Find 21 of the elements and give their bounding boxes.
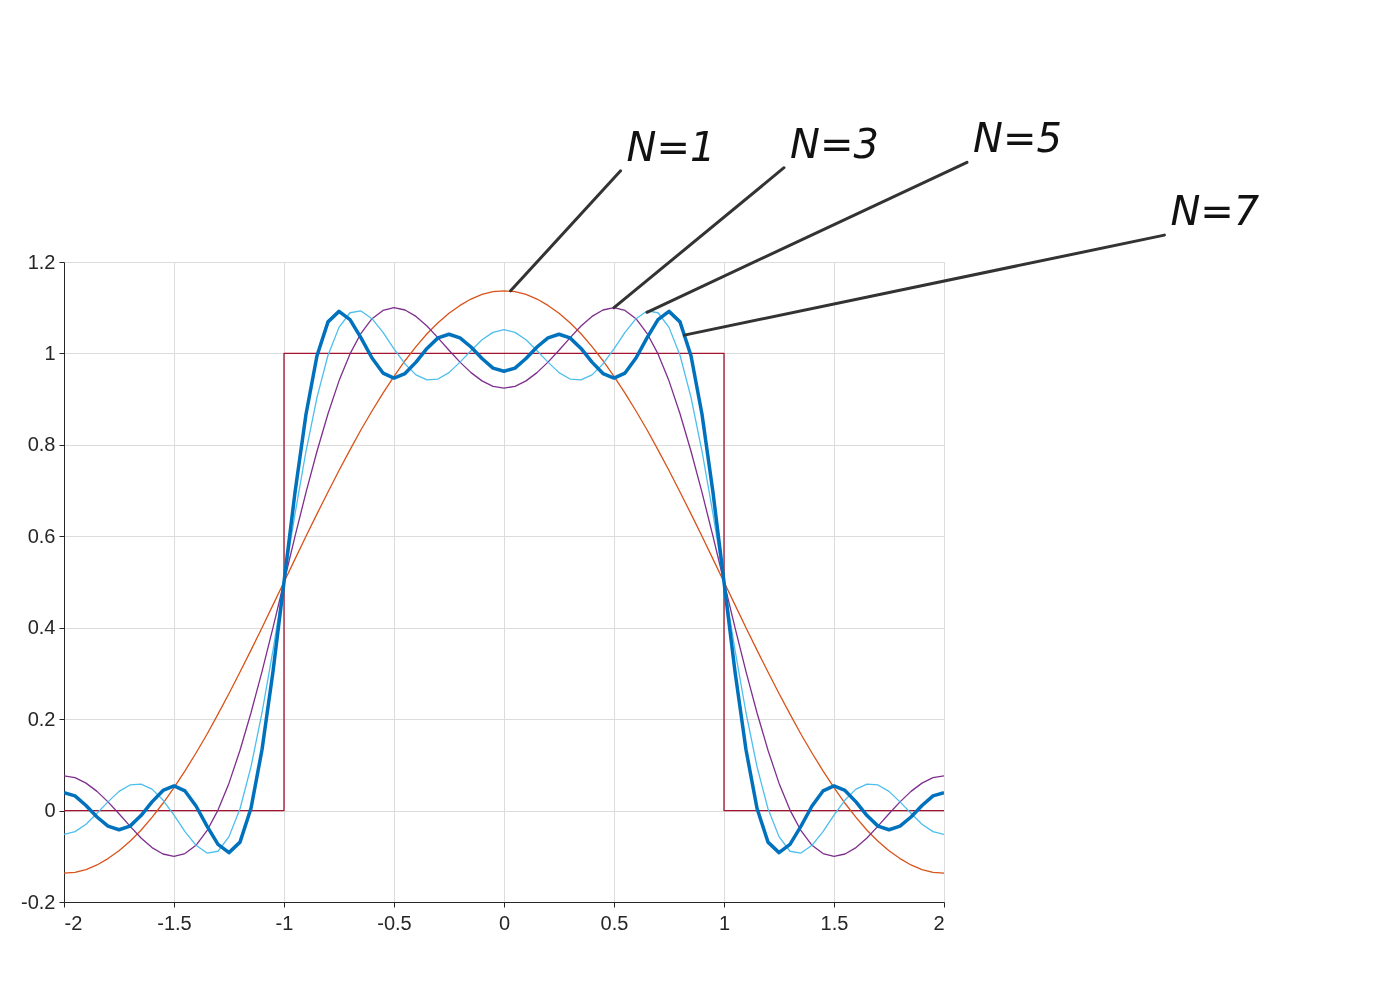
x-tick-label: 1.5 [820,911,849,934]
x-tick-label: -0.5 [377,911,412,934]
x-tick-label: 0 [498,911,511,934]
x-tick-label: 0.5 [600,911,629,934]
annotation: N=7 [1170,188,1260,235]
x-tick-label: -1 [275,911,294,934]
x-tick-label: -2 [64,911,83,934]
y-tick-label: 0 [44,799,56,822]
y-tick-label: -0.2 [21,890,56,913]
annotation: N=5 [973,115,1062,162]
annotation: N=3 [790,120,879,167]
y-tick-label: 1.2 [27,250,56,273]
y-tick-label: 0.2 [27,707,56,730]
x-tick-label: -1.5 [157,911,192,934]
x-tick-label: 1 [718,911,731,934]
y-tick-label: 0.8 [27,433,56,456]
y-tick-label: 0.4 [27,616,56,639]
x-tick-label: 2 [933,911,945,934]
annotation: N=1 [626,123,716,170]
y-tick-label: 1 [44,341,56,364]
y-tick-label: 0.6 [27,524,56,547]
